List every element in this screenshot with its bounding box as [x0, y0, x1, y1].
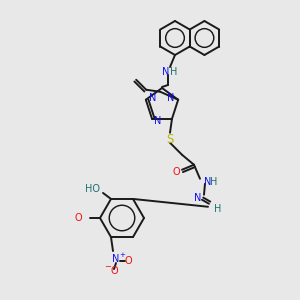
Text: −: − — [104, 262, 112, 272]
Text: O: O — [172, 167, 180, 177]
Text: N: N — [167, 93, 175, 103]
Text: S: S — [166, 133, 174, 146]
Text: H: H — [170, 67, 178, 77]
Text: N: N — [162, 67, 170, 77]
Text: N: N — [149, 93, 157, 103]
Text: O: O — [74, 213, 82, 223]
Text: HO: HO — [85, 184, 100, 194]
Text: N: N — [112, 254, 120, 264]
Text: H: H — [214, 204, 222, 214]
Text: N: N — [154, 116, 162, 126]
Text: H: H — [210, 177, 218, 187]
Text: N: N — [204, 177, 212, 187]
Text: +: + — [119, 252, 125, 258]
Text: N: N — [194, 193, 202, 203]
Text: O: O — [110, 266, 118, 276]
Text: O: O — [124, 256, 132, 266]
